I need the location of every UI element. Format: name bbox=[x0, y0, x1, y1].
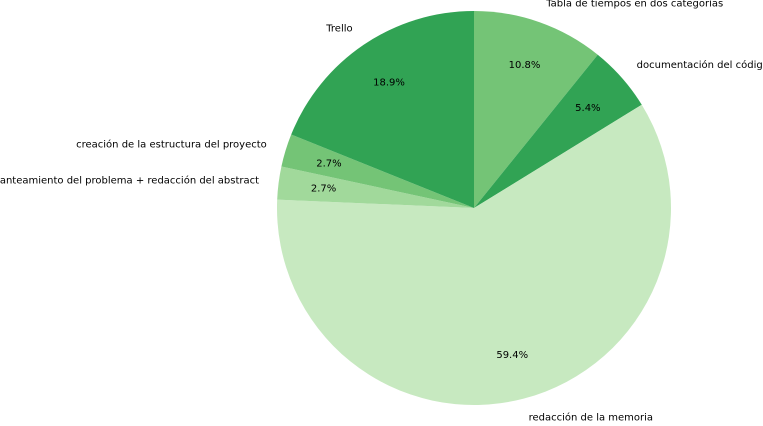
slice-pct-label-2: 59.4% bbox=[496, 350, 528, 361]
slice-label-5: Trello bbox=[325, 23, 352, 34]
pie-slices bbox=[277, 11, 671, 406]
slice-label-4: creación de la estructura del proyecto bbox=[76, 139, 267, 151]
slice-label-3: planteamiento del problema + redacción d… bbox=[0, 174, 259, 186]
slice-label-1: documentación del código bbox=[637, 59, 763, 71]
slice-pct-label-5: 18.9% bbox=[373, 77, 405, 88]
pie-slice-5 bbox=[291, 11, 474, 208]
pie-slice-4 bbox=[281, 134, 474, 208]
pie-slice-2 bbox=[277, 104, 671, 406]
slice-label-2: redacción de la memoria bbox=[529, 412, 653, 424]
pie-slice-0 bbox=[474, 11, 598, 208]
slice-pct-label-3: 2.7% bbox=[311, 184, 336, 195]
slice-pct-label-0: 10.8% bbox=[509, 60, 541, 71]
slice-label-0: Tabla de tiempos en dos categorías bbox=[545, 0, 723, 10]
slice-pct-label-1: 5.4% bbox=[575, 103, 600, 114]
pie-slice-1 bbox=[474, 54, 642, 208]
pie-slice-3 bbox=[277, 166, 474, 208]
slice-pct-label-4: 2.7% bbox=[316, 159, 341, 170]
